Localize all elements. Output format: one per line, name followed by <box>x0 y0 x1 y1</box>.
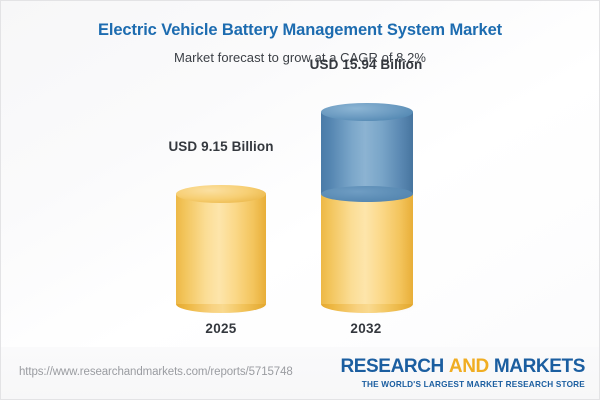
logo-word-markets: MARKETS <box>493 356 586 377</box>
report-url-link[interactable]: https://www.researchandmarkets.com/repor… <box>19 366 293 378</box>
cylinder-body-base-yellow <box>321 194 413 304</box>
category-label-2025: 2025 <box>205 321 237 336</box>
value-label-2025: USD 9.15 Billion <box>168 139 274 154</box>
bar-group-2025: USD 9.15 Billion 2025 <box>151 76 291 346</box>
bar-group-2032: USD 15.94 Billion 2032 <box>296 57 436 346</box>
cylinder-segment-seam <box>321 186 413 202</box>
chart-header: Electric Vehicle Battery Management Syst… <box>1 1 599 65</box>
research-and-markets-logo[interactable]: RESEARCH AND MARKETS THE WORLD'S LARGEST M… <box>340 357 585 389</box>
logo-word-research: RESEARCH <box>340 356 444 377</box>
footer-bar: https://www.researchandmarkets.com/repor… <box>1 347 599 399</box>
page-title: Electric Vehicle Battery Management Syst… <box>97 21 503 39</box>
logo-tagline: THE WORLD'S LARGEST MARKET RESEARCH STOR… <box>361 380 585 389</box>
logo-word-and: AND <box>448 356 489 377</box>
cylinder-top-cap-yellow <box>176 185 266 203</box>
category-label-2032: 2032 <box>350 321 382 336</box>
logo-wordmark: RESEARCH AND MARKETS <box>340 357 585 376</box>
cylinder-top-cap-blue <box>321 103 413 121</box>
value-label-2032: USD 15.94 Billion <box>309 57 423 72</box>
cylinder-bar-2025[interactable] <box>176 185 270 313</box>
cylinder-body-growth-blue <box>321 112 413 194</box>
chart-subtitle: Market forecast to grow at a CAGR of 8.2… <box>173 49 427 65</box>
chart-plot-area: USD 9.15 Billion 2025 USD 15.94 Billion <box>1 57 599 346</box>
cylinder-body-base-yellow <box>176 194 266 304</box>
cylinder-bar-2032[interactable] <box>321 103 417 313</box>
